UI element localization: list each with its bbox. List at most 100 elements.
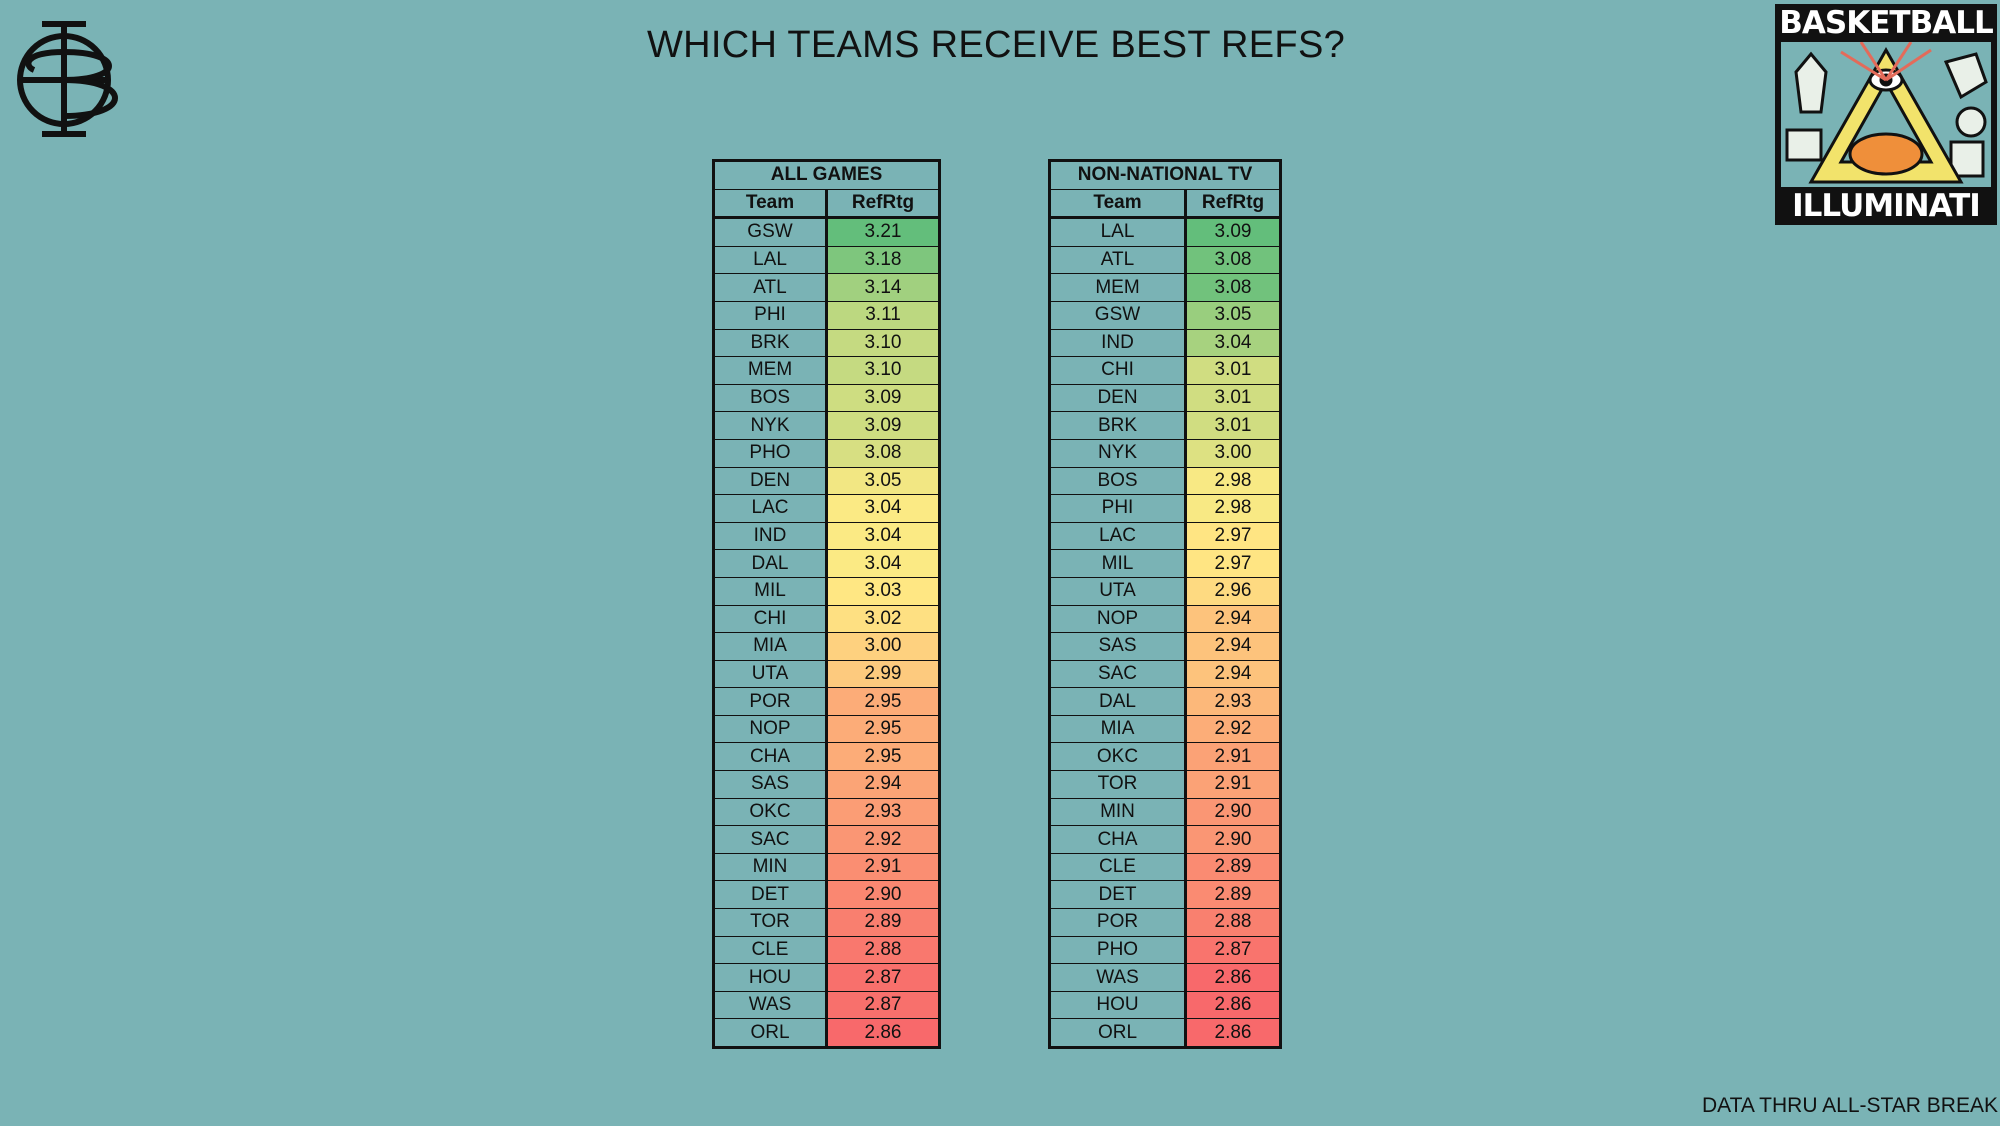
team-cell: MIN — [1049, 797, 1186, 827]
table-row: OKC 2.93 — [713, 797, 941, 827]
refrtg-cell: 2.98 — [1183, 494, 1282, 523]
table-row: LAL 3.09 — [1049, 216, 1282, 247]
refrtg-cell: 3.09 — [1183, 216, 1282, 247]
table-row: PHI 2.98 — [1049, 494, 1282, 523]
team-cell: ATL — [1049, 245, 1186, 275]
table-row: BRK 3.01 — [1049, 411, 1282, 440]
refrtg-cell: 2.88 — [1183, 908, 1282, 937]
team-cell: PHI — [1049, 494, 1186, 523]
team-cell: NYK — [713, 411, 827, 440]
refrtg-cell: 3.01 — [1183, 356, 1282, 385]
table-row: PHI 3.11 — [713, 300, 941, 330]
table-row: BOS 2.98 — [1049, 466, 1282, 496]
team-cell: LAL — [713, 245, 827, 275]
team-cell: SAS — [713, 770, 827, 799]
team-cell: WAS — [713, 990, 827, 1020]
refrtg-cell: 3.04 — [1183, 328, 1282, 358]
team-cell: MIL — [1049, 549, 1186, 578]
basketball-illuminati-logo: BASKETBALL ILLUMINATI — [1775, 4, 1997, 225]
table-row: TOR 2.91 — [1049, 770, 1282, 799]
team-cell: PHO — [1049, 935, 1186, 965]
table-row: ATL 3.14 — [713, 273, 941, 302]
data-source-note: DATA THRU ALL-STAR BREAK — [1701, 1094, 1998, 1117]
team-cell: CHI — [1049, 356, 1186, 385]
refrtg-cell: 2.89 — [824, 908, 941, 937]
table-row: ORL 2.86 — [713, 1018, 941, 1048]
illuminati-pyramid-icon — [1781, 42, 1991, 187]
team-cell: DET — [713, 880, 827, 910]
refrtg-cell: 3.00 — [824, 632, 941, 661]
table-row: CHA 2.95 — [713, 742, 941, 772]
table-title: ALL GAMES — [712, 160, 941, 190]
team-cell: CHA — [713, 742, 827, 772]
refrtg-cell: 2.94 — [1183, 604, 1282, 634]
table-row: POR 2.95 — [713, 687, 941, 716]
refrtg-cell: 2.87 — [1183, 935, 1282, 965]
refrtg-cell: 3.03 — [824, 576, 941, 606]
refrtg-cell: 2.86 — [1183, 990, 1282, 1020]
team-cell: ATL — [713, 273, 827, 302]
team-cell: DAL — [713, 549, 827, 578]
column-header-team: Team — [1049, 188, 1186, 219]
table-row: MIN 2.90 — [1049, 797, 1282, 827]
refrtg-cell: 2.90 — [824, 880, 941, 910]
refrtg-cell: 2.97 — [1183, 549, 1282, 578]
table-row: GSW 3.21 — [713, 216, 941, 247]
refrtg-cell: 3.09 — [824, 411, 941, 440]
team-cell: TOR — [1049, 770, 1186, 799]
table-row: SAC 2.94 — [1049, 659, 1282, 689]
refrtg-cell: 3.01 — [1183, 411, 1282, 440]
table-row: SAS 2.94 — [713, 770, 941, 799]
table-row: POR 2.88 — [1049, 908, 1282, 937]
table-row: NOP 2.95 — [713, 714, 941, 744]
table-row: ATL 3.08 — [1049, 245, 1282, 275]
refrtg-cell: 3.21 — [824, 216, 941, 247]
column-header-team: Team — [713, 188, 827, 219]
team-cell: UTA — [1049, 576, 1186, 606]
refrtg-cell: 2.91 — [1183, 770, 1282, 799]
team-cell: SAS — [1049, 632, 1186, 661]
refrtg-cell: 2.98 — [1183, 466, 1282, 496]
team-cell: DET — [1049, 880, 1186, 910]
refrtg-cell: 2.90 — [1183, 797, 1282, 827]
refrtg-cell: 2.87 — [824, 963, 941, 992]
refrtg-cell: 2.91 — [824, 852, 941, 882]
refrtg-cell: 3.18 — [824, 245, 941, 275]
refrtg-cell: 3.14 — [824, 273, 941, 302]
refrtg-cell: 3.08 — [824, 438, 941, 468]
table-row: NYK 3.00 — [1049, 438, 1282, 468]
table-row: GSW 3.05 — [1049, 300, 1282, 330]
refrtg-cell: 2.86 — [1183, 963, 1282, 992]
team-cell: CLE — [713, 935, 827, 965]
team-cell: OKC — [713, 797, 827, 827]
team-cell: MIL — [713, 576, 827, 606]
table-row: ORL 2.86 — [1049, 1018, 1282, 1048]
refrtg-cell: 2.89 — [1183, 880, 1282, 910]
team-cell: NOP — [713, 714, 827, 744]
refrtg-cell: 2.94 — [1183, 632, 1282, 661]
column-header-refrtg: RefRtg — [1183, 188, 1282, 219]
team-cell: CLE — [1049, 852, 1186, 882]
team-cell: MEM — [713, 356, 827, 385]
table-row: DAL 2.93 — [1049, 687, 1282, 716]
team-cell: PHI — [713, 300, 827, 330]
table-row: CLE 2.89 — [1049, 852, 1282, 882]
table-row: NOP 2.94 — [1049, 604, 1282, 634]
team-cell: ORL — [1049, 1018, 1186, 1048]
refrtg-cell: 2.92 — [1183, 714, 1282, 744]
refrtg-cell: 3.10 — [824, 356, 941, 385]
refrtg-cell: 3.11 — [824, 300, 941, 330]
table-row: WAS 2.87 — [713, 990, 941, 1020]
refrtg-cell: 2.96 — [1183, 576, 1282, 606]
table-row: MEM 3.08 — [1049, 273, 1282, 302]
table-row: MEM 3.10 — [713, 356, 941, 385]
table-row: UTA 2.99 — [713, 659, 941, 689]
refrtg-cell: 2.95 — [824, 742, 941, 772]
table-row: BRK 3.10 — [713, 328, 941, 358]
non-national-tv-table: NON-NATIONAL TV Team RefRtg LAL 3.09 ATL 3.… — [1048, 159, 1283, 1049]
team-cell: DAL — [1049, 687, 1186, 716]
table-row: HOU 2.87 — [713, 963, 941, 992]
team-cell: MIA — [713, 632, 827, 661]
refrtg-cell: 3.02 — [824, 604, 941, 634]
table-row: WAS 2.86 — [1049, 963, 1282, 992]
